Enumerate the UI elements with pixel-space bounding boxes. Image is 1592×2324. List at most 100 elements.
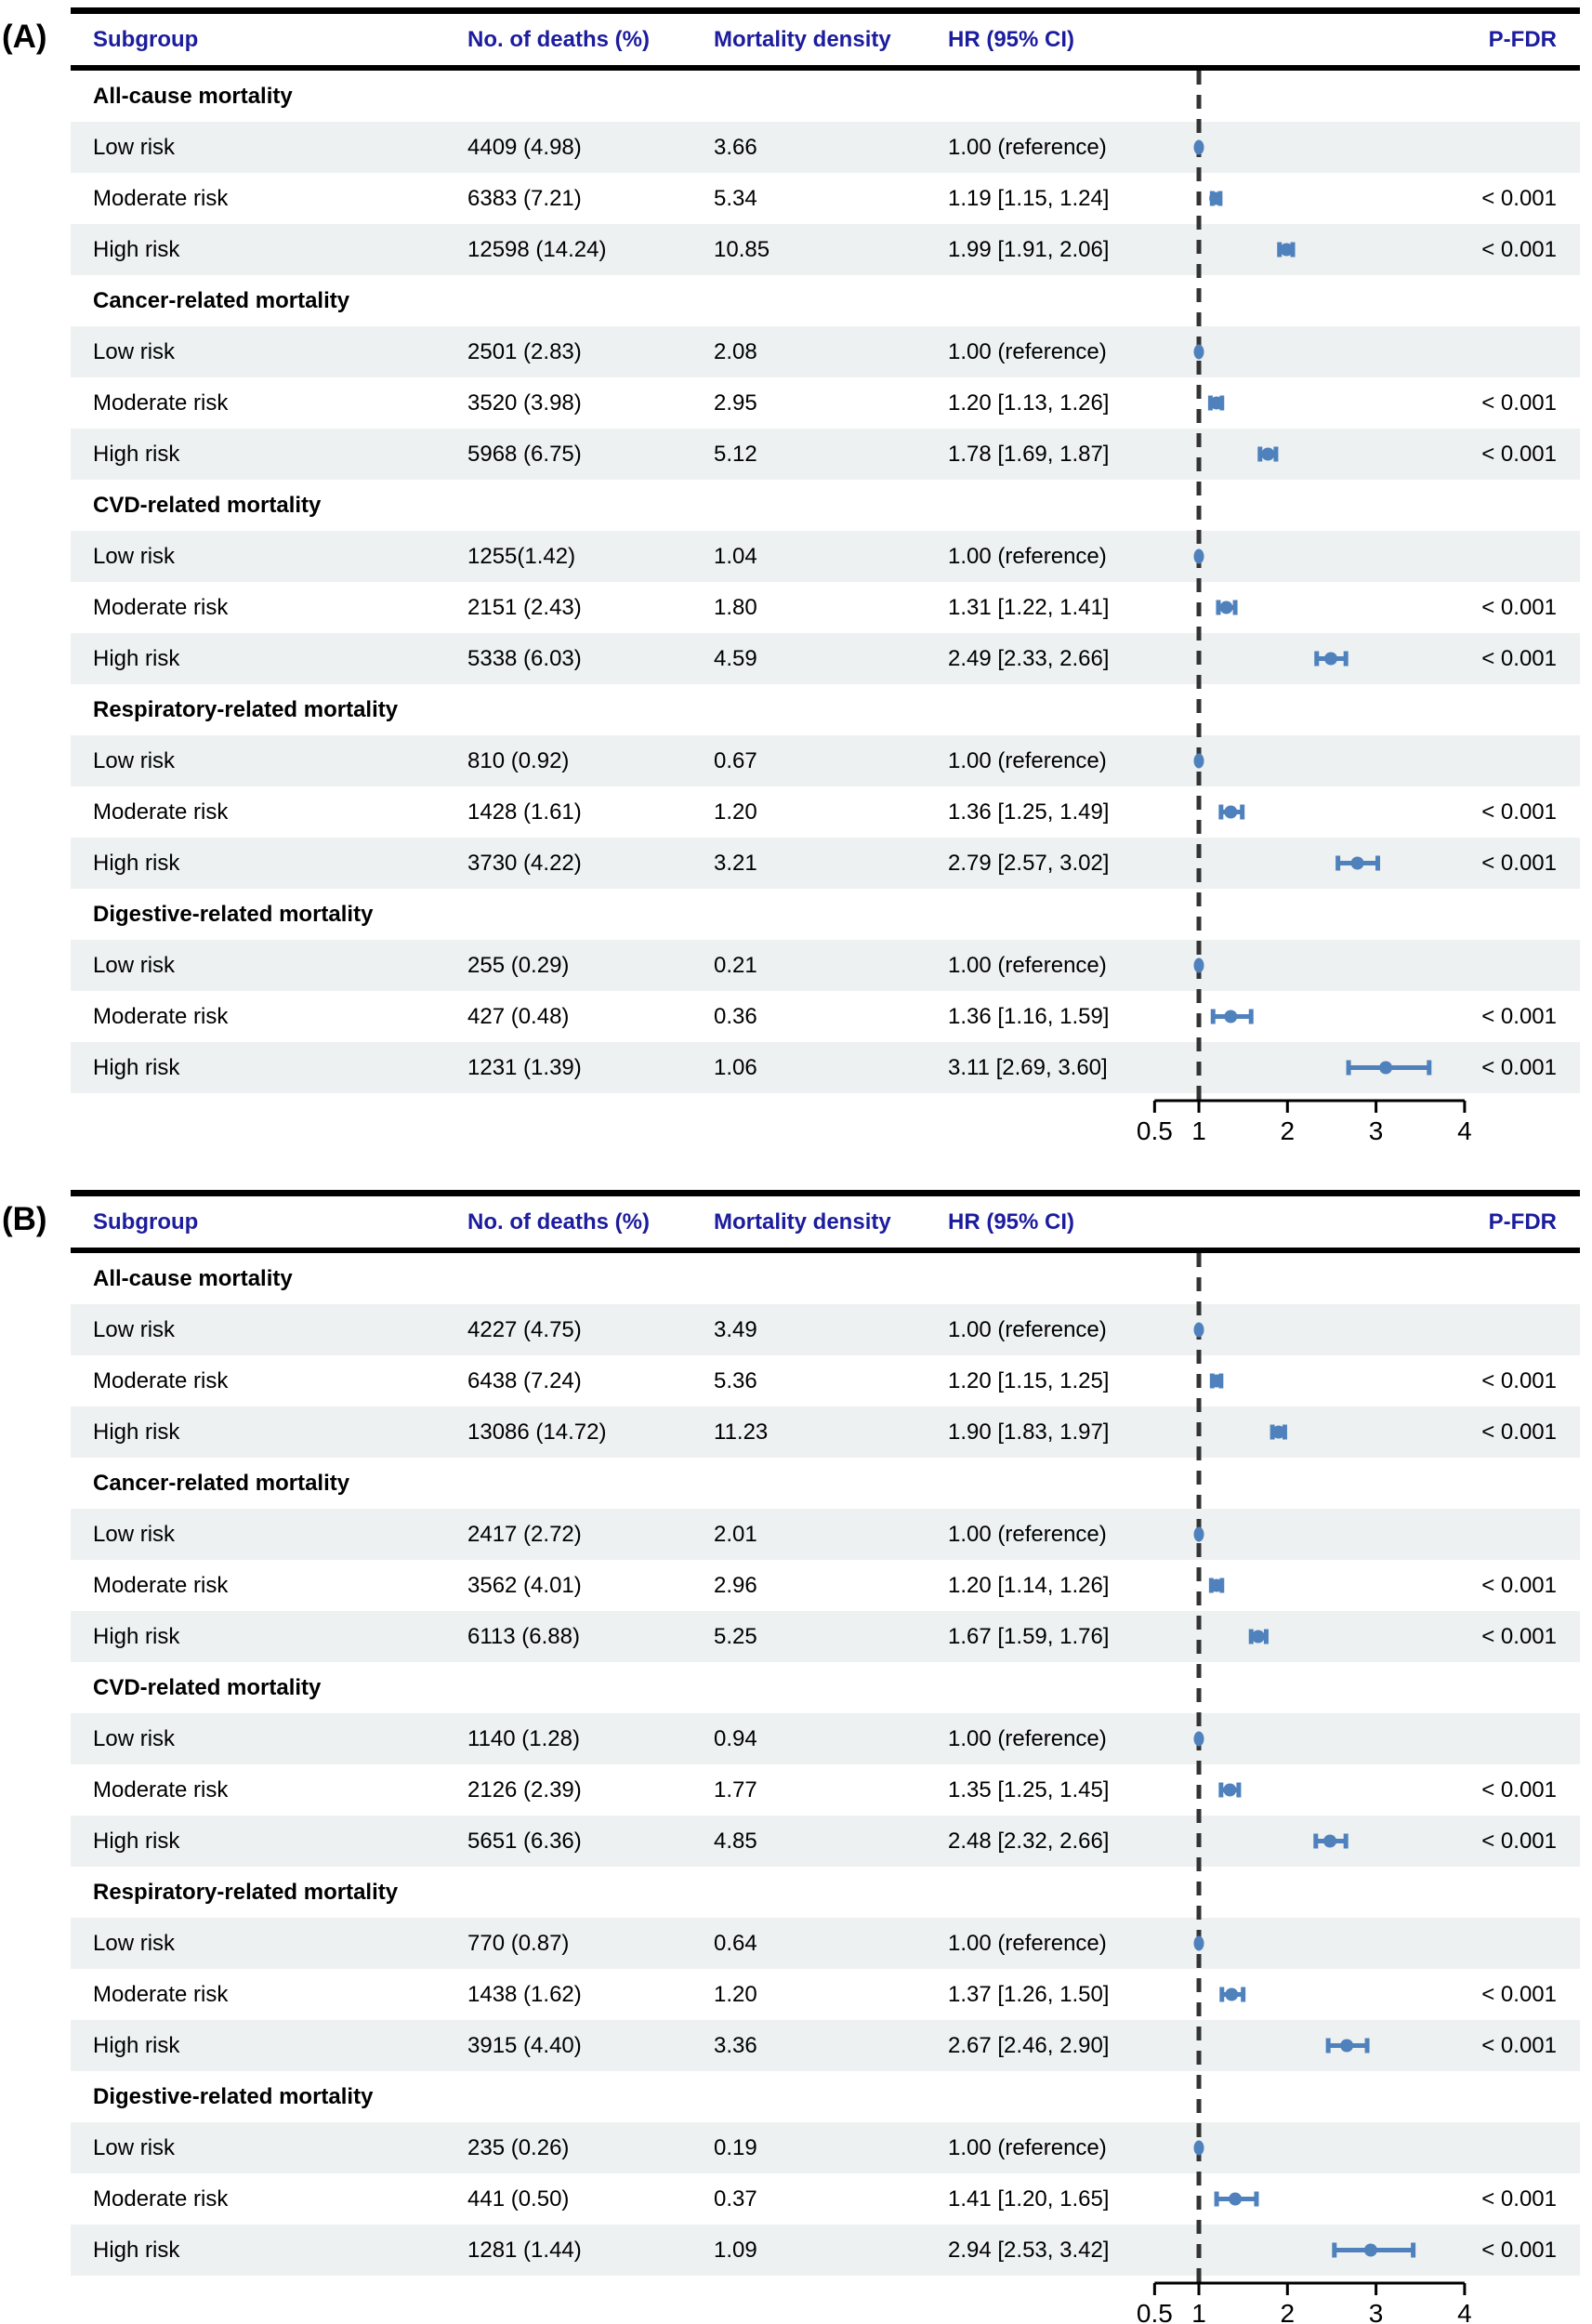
mortality-density-cell: 1.04 (714, 544, 757, 569)
section-title: Respiratory-related mortality (93, 697, 399, 722)
subgroup-cell: Moderate risk (93, 1573, 229, 1598)
pfdr-cell: < 0.001 (1481, 2186, 1557, 2212)
pfdr-cell: < 0.001 (1481, 851, 1557, 876)
subgroup-cell: High risk (93, 646, 180, 671)
table-row: Moderate risk 6383 (7.21) 5.34 1.19 [1.15, … (71, 173, 1580, 224)
mortality-density-cell: 1.06 (714, 1055, 757, 1080)
mortality-density-cell: 1.77 (714, 1777, 757, 1802)
deaths-cell: 1281 (1.44) (467, 2238, 582, 2263)
section-header-row: All-cause mortality (71, 71, 1580, 122)
hr-ci-cell: 2.48 [2.32, 2.66] (948, 1829, 1110, 1854)
table-top-rule (71, 7, 1580, 14)
deaths-cell: 3562 (4.01) (467, 1573, 582, 1598)
hr-ci-cell: 3.11 [2.69, 3.60] (948, 1055, 1108, 1080)
section-header-row: Respiratory-related mortality (71, 684, 1580, 735)
deaths-cell: 4409 (4.98) (467, 135, 582, 160)
section-title: All-cause mortality (93, 84, 293, 109)
pfdr-cell: < 0.001 (1481, 2238, 1557, 2263)
table-row: Low risk 4227 (4.75) 3.49 1.00 (reference) (71, 1304, 1580, 1355)
subgroup-cell: Low risk (93, 748, 176, 773)
x-axis-tick-label: 2 (1281, 1116, 1296, 1145)
table-row: High risk 3915 (4.40) 3.36 2.67 [2.46, 2.90… (71, 2020, 1580, 2071)
hr-ci-cell: 1.00 (reference) (948, 1317, 1107, 1342)
column-header-subgroup: Subgroup (93, 27, 199, 52)
hr-ci-cell: 2.67 [2.46, 2.90] (948, 2033, 1110, 2058)
hr-ci-cell: 1.36 [1.25, 1.49] (948, 799, 1110, 825)
deaths-cell: 6113 (6.88) (467, 1624, 580, 1649)
table-row: Low risk 2417 (2.72) 2.01 1.00 (reference) (71, 1509, 1580, 1560)
subgroup-cell: High risk (93, 2238, 180, 2263)
subgroup-cell: High risk (93, 1829, 180, 1854)
mortality-density-cell: 1.20 (714, 1982, 757, 2007)
mortality-density-cell: 2.08 (714, 339, 757, 364)
table-header-row: Subgroup No. of deaths (%) Mortality densi… (71, 1196, 1580, 1248)
table-row: Low risk 1140 (1.28) 0.94 1.00 (reference) (71, 1713, 1580, 1764)
hr-ci-cell: 1.19 [1.15, 1.24] (948, 186, 1110, 211)
column-header-deaths: No. of deaths (%) (467, 27, 650, 52)
column-header-pfdr: P-FDR (1488, 27, 1557, 52)
subgroup-cell: High risk (93, 851, 180, 876)
hr-ci-cell: 2.94 [2.53, 3.42] (948, 2238, 1110, 2263)
subgroup-cell: High risk (93, 1419, 180, 1445)
mortality-density-cell: 5.25 (714, 1624, 757, 1649)
mortality-density-cell: 5.36 (714, 1368, 757, 1393)
pfdr-cell: < 0.001 (1481, 186, 1557, 211)
subgroup-cell: High risk (93, 2033, 180, 2058)
x-axis-tick-label: 0.5 (1137, 2299, 1173, 2324)
hr-ci-cell: 1.78 [1.69, 1.87] (948, 442, 1110, 467)
hr-ci-cell: 1.37 [1.26, 1.50] (948, 1982, 1110, 2007)
deaths-cell: 3730 (4.22) (467, 851, 582, 876)
panel-label: (B) (2, 1201, 47, 1237)
x-axis-tick-label: 1 (1191, 2299, 1206, 2324)
table-row: Low risk 1255(1.42) 1.04 1.00 (reference) (71, 531, 1580, 582)
mortality-density-cell: 4.59 (714, 646, 757, 671)
deaths-cell: 1140 (1.28) (467, 1726, 580, 1751)
subgroup-cell: Moderate risk (93, 799, 229, 825)
subgroup-cell: Moderate risk (93, 1004, 229, 1029)
hr-ci-cell: 1.00 (reference) (948, 748, 1107, 773)
deaths-cell: 1438 (1.62) (467, 1982, 582, 2007)
section-header-row: All-cause mortality (71, 1253, 1580, 1304)
pfdr-cell: < 0.001 (1481, 799, 1557, 825)
table-header-rule (71, 65, 1580, 71)
hr-ci-cell: 1.00 (reference) (948, 1522, 1107, 1547)
hr-ci-cell: 1.20 [1.13, 1.26] (948, 390, 1110, 416)
mortality-density-cell: 1.20 (714, 799, 757, 825)
pfdr-cell: < 0.001 (1481, 1368, 1557, 1393)
subgroup-cell: Low risk (93, 339, 176, 364)
table-row: High risk 6113 (6.88) 5.25 1.67 [1.59, 1.76… (71, 1611, 1580, 1662)
pfdr-cell: < 0.001 (1481, 1573, 1557, 1598)
table-row: Moderate risk 3562 (4.01) 2.96 1.20 [1.14, … (71, 1560, 1580, 1611)
section-header-row: CVD-related mortality (71, 480, 1580, 531)
table-row: High risk 3730 (4.22) 3.21 2.79 [2.57, 3.02… (71, 838, 1580, 889)
pfdr-cell: < 0.001 (1481, 1055, 1557, 1080)
x-axis-tick-label: 1 (1191, 1116, 1206, 1145)
deaths-cell: 6438 (7.24) (467, 1368, 582, 1393)
subgroup-cell: High risk (93, 237, 180, 262)
section-header-row: Cancer-related mortality (71, 275, 1580, 326)
table-row: High risk 1281 (1.44) 1.09 2.94 [2.53, 3.42… (71, 2225, 1580, 2276)
deaths-cell: 810 (0.92) (467, 748, 570, 773)
section-title: Digestive-related mortality (93, 2084, 374, 2109)
mortality-density-cell: 4.85 (714, 1829, 757, 1854)
section-title: Digestive-related mortality (93, 902, 374, 927)
pfdr-cell: < 0.001 (1481, 237, 1557, 262)
mortality-density-cell: 0.94 (714, 1726, 757, 1751)
table-row: Low risk 4409 (4.98) 3.66 1.00 (reference) (71, 122, 1580, 173)
deaths-cell: 3915 (4.40) (467, 2033, 582, 2058)
deaths-cell: 2126 (2.39) (467, 1777, 582, 1802)
pfdr-cell: < 0.001 (1481, 1777, 1557, 1802)
hr-ci-cell: 1.31 [1.22, 1.41] (948, 595, 1110, 620)
table-row: Moderate risk 2151 (2.43) 1.80 1.31 [1.22, … (71, 582, 1580, 633)
section-title: All-cause mortality (93, 1266, 293, 1291)
subgroup-cell: Low risk (93, 1931, 176, 1956)
subgroup-cell: High risk (93, 1624, 180, 1649)
table-row: High risk 12598 (14.24) 10.85 1.99 [1.91, 2… (71, 224, 1580, 275)
hr-ci-cell: 1.00 (reference) (948, 2135, 1107, 2160)
subgroup-cell: Low risk (93, 1726, 176, 1751)
table-row: High risk 5338 (6.03) 4.59 2.49 [2.33, 2.66… (71, 633, 1580, 684)
mortality-density-cell: 11.23 (714, 1419, 769, 1445)
hr-ci-cell: 1.00 (reference) (948, 544, 1107, 569)
hr-ci-cell: 1.00 (reference) (948, 953, 1107, 978)
